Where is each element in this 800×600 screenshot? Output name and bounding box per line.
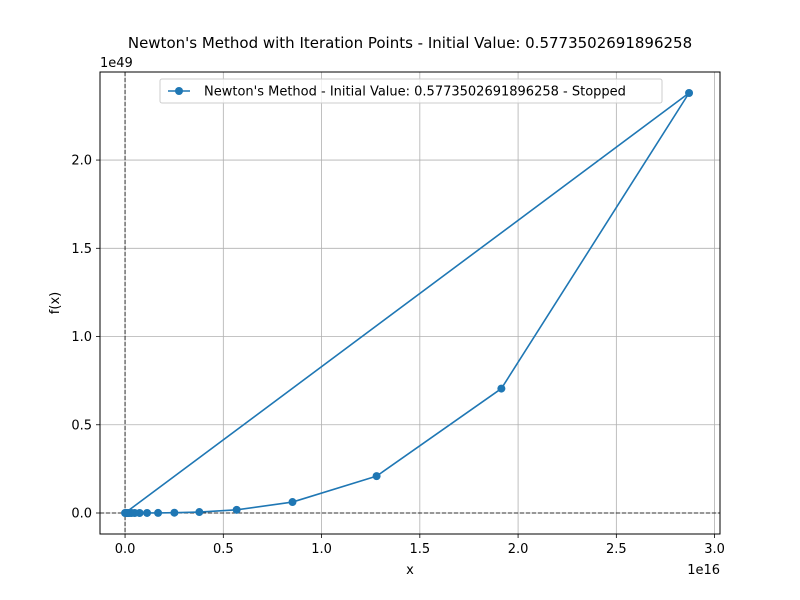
legend: Newton's Method - Initial Value: 0.57735… (159, 78, 663, 104)
series-layer (121, 89, 694, 517)
plot-frame (99, 71, 721, 535)
y-tick-label: 1.0 (71, 330, 92, 345)
data-point (288, 498, 297, 507)
data-point (143, 508, 152, 517)
y-tick-label: 0.5 (71, 418, 92, 433)
y-tick-label: 1.5 (71, 242, 92, 257)
data-point (232, 505, 241, 514)
reference-lines (100, 72, 720, 534)
data-point (154, 508, 163, 517)
y-tick-label: 0.0 (71, 507, 92, 522)
chart-title: Newton's Method with Iteration Points - … (128, 34, 692, 52)
data-point (170, 508, 179, 517)
x-tick-label: 2.0 (508, 542, 529, 557)
data-point (497, 384, 506, 393)
data-point (372, 472, 381, 481)
y-axis-label: f(x) (48, 292, 63, 314)
y-offset-text: 1e49 (100, 56, 133, 71)
data-point (121, 509, 130, 517)
legend-marker-swatch (175, 87, 183, 95)
x-axis-label: x (406, 563, 414, 578)
x-tick-label: 1.5 (409, 542, 430, 557)
ticks: 0.0 0.5 1.0 1.5 2.0 2.5 3.0 0.0 0.5 1.0 1.5 2.0 (71, 154, 725, 557)
y-tick-label: 2.0 (71, 154, 92, 169)
x-tick-label: 0.5 (213, 542, 234, 557)
grid (100, 72, 720, 534)
x-tick-label: 0.0 (115, 542, 136, 557)
data-point (195, 508, 204, 517)
series-line (124, 92, 690, 514)
x-tick-label: 2.5 (606, 542, 627, 557)
x-tick-label: 3.0 (704, 542, 725, 557)
legend-box (159, 78, 663, 104)
x-offset-text: 1e16 (687, 563, 720, 578)
x-tick-label: 1.0 (311, 542, 332, 557)
data-point (685, 89, 694, 97)
legend-entry-label: Newton's Method - Initial Value: 0.57735… (204, 85, 626, 100)
